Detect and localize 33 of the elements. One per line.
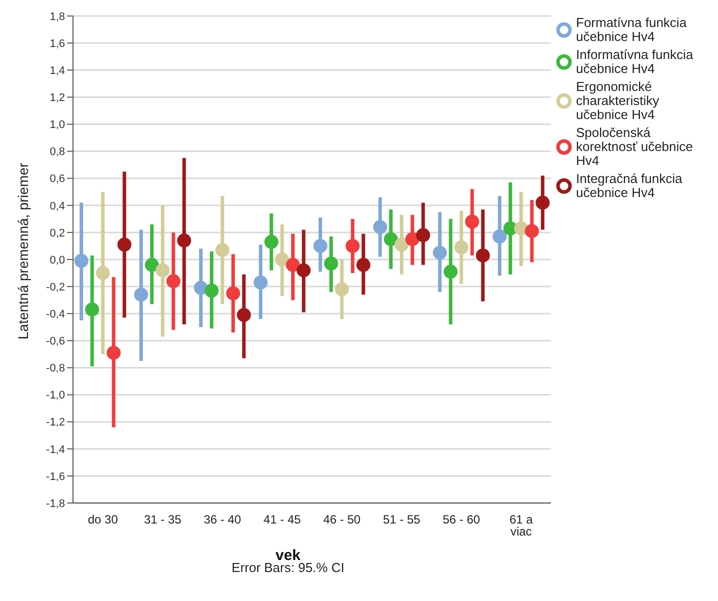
y-tick-label: -1,2 xyxy=(46,416,65,429)
y-tick-label: 0,8 xyxy=(50,146,65,158)
y-tick-label: -0,2 xyxy=(46,281,65,294)
y-tick-label: 1,4 xyxy=(50,65,65,78)
y-tick-label: -1,8 xyxy=(46,498,65,510)
x-tick-label: 46 - 50 xyxy=(323,512,361,527)
y-tick-label: 0,6 xyxy=(50,173,65,186)
x-tick-label: 31 - 35 xyxy=(144,512,182,527)
y-axis-title: Latentná premenná, priemer xyxy=(14,162,31,340)
y-tick-label: 1,8 xyxy=(50,10,65,23)
y-tick-label: 0,4 xyxy=(50,200,65,212)
y-tick-label: 1,2 xyxy=(50,92,65,104)
x-tick-label: 51 - 55 xyxy=(382,512,421,527)
y-tick-label: -0,4 xyxy=(46,308,65,321)
y-tick-label: 0,0 xyxy=(50,254,65,266)
legend-label: Informatívna funkcia učebnice Hv4 xyxy=(576,47,694,76)
legend-label: Spoločenská korektnosť učebnice Hv4 xyxy=(576,125,694,168)
legend-label: Formatívna funkcia učebnice Hv4 xyxy=(576,15,688,44)
x-tick-label: 56 - 60 xyxy=(442,512,480,527)
x-tick-label: 41 - 45 xyxy=(263,512,302,527)
y-tick-label: -0,8 xyxy=(46,362,65,375)
y-tick-label: 1,0 xyxy=(50,119,65,132)
y-tick-label: 0,2 xyxy=(50,227,65,240)
y-tick-label: 1,6 xyxy=(50,38,65,50)
x-tick-label: do 30 xyxy=(88,512,118,527)
y-tick-label: -1,6 xyxy=(46,470,65,483)
y-tick-label: -1,0 xyxy=(46,390,65,402)
y-tick-label: -0,6 xyxy=(46,336,65,348)
legend-label: Ergonomické charakteristiky učebnice Hv4 xyxy=(576,79,660,122)
x-tick-label: 61 a viac xyxy=(509,512,534,539)
legend-label: Integračná funkcia učebnice Hv4 xyxy=(576,171,684,200)
x-tick-label: 36 - 40 xyxy=(204,512,242,527)
y-tick-label: -1,4 xyxy=(46,444,65,456)
